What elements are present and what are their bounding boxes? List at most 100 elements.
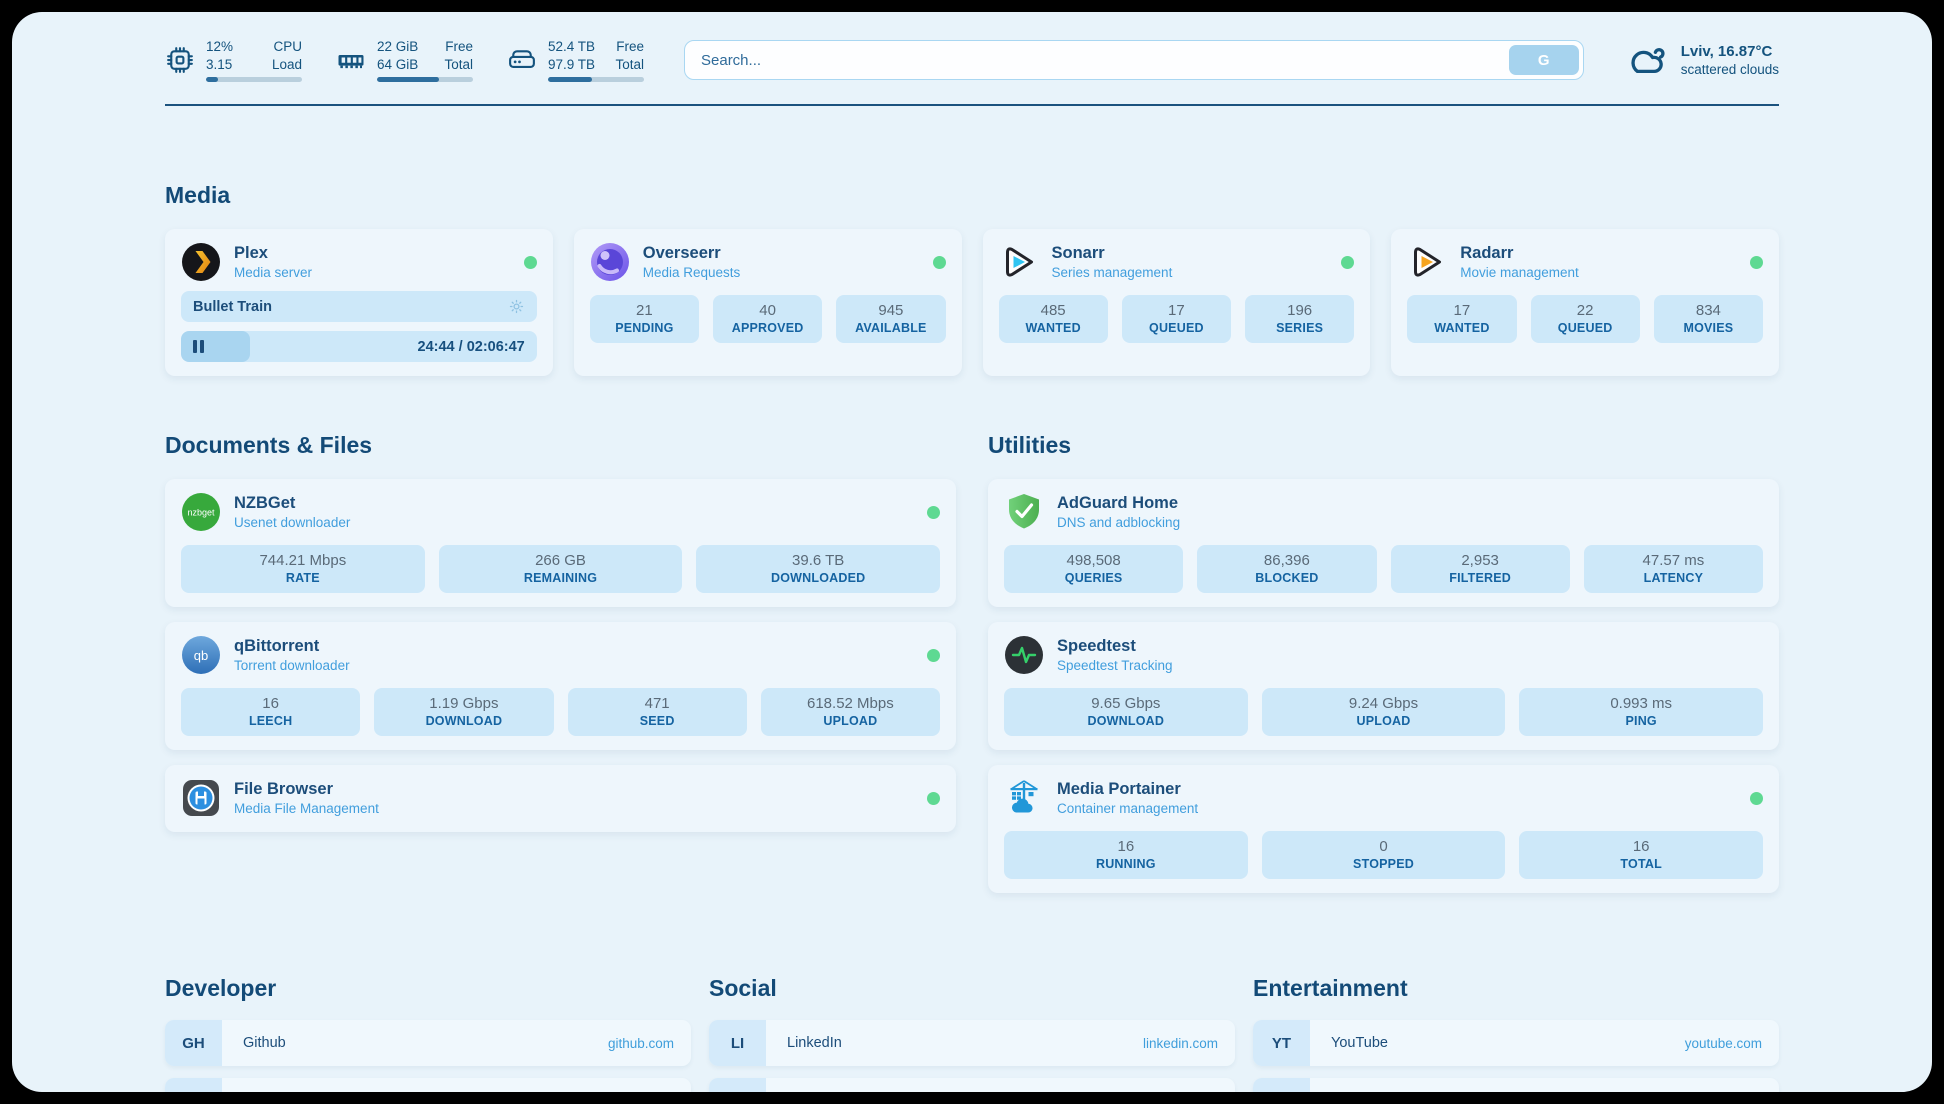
- speedtest-stat-upload: 9.24 Gbps UPLOAD: [1261, 688, 1506, 737]
- sonarr-name: Sonarr: [1051, 244, 1105, 263]
- youtube-abbr-chip: YT: [1253, 1020, 1310, 1067]
- filebrowser-status-dot: [927, 791, 940, 805]
- nzbget-icon: nzbget: [182, 493, 220, 532]
- stackoverflow-abbr-chip: SO: [165, 1078, 222, 1092]
- disk-progress-track: [548, 77, 644, 83]
- topbar: 12% CPU 3.15 Load 22 GiB Free 64 GiB Total: [165, 38, 1779, 83]
- portainer-stat-total: 16 TOTAL: [1519, 831, 1764, 880]
- cpu-load-label: Load: [271, 56, 302, 72]
- disk-free-label: Free: [616, 39, 644, 54]
- adguard-icon: [1009, 494, 1039, 529]
- media-section: Media Plex Media server B: [165, 182, 1779, 377]
- plex-now-playing-row: Bullet Train: [181, 291, 537, 323]
- twitter-abbr-chip: TW: [709, 1078, 766, 1092]
- overseerr-stat-approved: 40 APPROVED: [713, 295, 823, 344]
- radarr-name: Radarr: [1460, 244, 1514, 263]
- search-bar: G: [684, 40, 1584, 81]
- weather-condition: scattered clouds: [1680, 62, 1779, 78]
- gear-icon[interactable]: [508, 298, 525, 315]
- pause-icon: [193, 340, 197, 354]
- portainer-status-dot: [1750, 791, 1763, 805]
- cpu-value: 12%: [206, 39, 234, 54]
- dashboard-panel: 12% CPU 3.15 Load 22 GiB Free 64 GiB Total: [12, 12, 1932, 1092]
- radarr-status-dot: [1750, 255, 1763, 269]
- qbittorrent-card[interactable]: qb qBittorrent Torrent downloader 16 LEEC…: [165, 622, 956, 751]
- search-engine-button[interactable]: G: [1508, 45, 1579, 76]
- overseerr-stat-pending: 21 PENDING: [589, 295, 699, 344]
- utilities-section: Utilities AdGuard Home DNS and adblockin…: [988, 432, 1779, 894]
- qbittorrent-stat-upload: 618.52 Mbps UPLOAD: [760, 688, 940, 737]
- nzbget-status-dot: [927, 505, 940, 519]
- sonarr-status-dot: [1341, 255, 1355, 269]
- github-abbr-chip: GH: [165, 1020, 222, 1067]
- qbittorrent-name: qBittorrent: [234, 637, 320, 656]
- link-github[interactable]: GH Github github.com: [165, 1020, 691, 1067]
- qbittorrent-stat-leech: 16 LEECH: [181, 688, 361, 737]
- svg-text:nzbget: nzbget: [187, 508, 215, 518]
- portainer-icon: [1010, 780, 1038, 813]
- sonarr-subtitle: Series management: [1051, 265, 1173, 281]
- sonarr-icon: [1005, 247, 1033, 277]
- filebrowser-icon: [183, 780, 219, 817]
- plex-card[interactable]: Plex Media server Bullet Train: [165, 229, 553, 377]
- portainer-card[interactable]: Media Portainer Container management 16 R…: [988, 765, 1779, 894]
- disk-total-value: 97.9 TB: [548, 56, 596, 72]
- nzbget-card[interactable]: nzbget NZBGet Usenet downloader 744.21 M…: [165, 479, 956, 608]
- ram-icon: [338, 55, 364, 69]
- sonarr-stat-wanted: 485 WANTED: [998, 295, 1108, 344]
- disk-progress-fill: [548, 77, 593, 83]
- disk-total-label: Total: [615, 56, 644, 72]
- nzbget-stat-rate: 744.21 Mbps RATE: [181, 545, 425, 594]
- adguard-stat-queries: 498,508 QUERIES: [1004, 545, 1184, 594]
- portainer-stat-running: 16 RUNNING: [1004, 831, 1248, 880]
- entertainment-section-title: Entertainment: [1253, 975, 1408, 1002]
- media-section-title: Media: [165, 182, 231, 209]
- speedtest-card[interactable]: Speedtest Speedtest Tracking 9.65 Gbps DO…: [988, 622, 1779, 751]
- social-section-title: Social: [709, 975, 777, 1002]
- radarr-stat-queued: 22 QUEUED: [1530, 295, 1640, 344]
- weather-widget: Lviv, 16.87°C scattered clouds: [1626, 39, 1779, 81]
- filebrowser-card[interactable]: File Browser Media File Management: [165, 765, 956, 833]
- topbar-divider: [165, 104, 1779, 107]
- ram-progress-fill: [377, 77, 440, 83]
- overseerr-card[interactable]: Overseerr Media Requests 21 PENDING 40 APP…: [573, 229, 962, 377]
- radarr-icon: [1414, 247, 1442, 277]
- documents-section: Documents & Files nzbget NZBGet Usenet d…: [165, 432, 956, 893]
- radarr-card[interactable]: Radarr Movie management 17 WANTED 22 QUEUE…: [1391, 229, 1779, 377]
- nzbget-stat-downloaded: 39.6 TB DOWNLOADED: [696, 545, 941, 594]
- link-twitter[interactable]: TW Twitter twitter.com: [709, 1078, 1235, 1092]
- cpu-progress-track: [206, 77, 302, 83]
- link-linkedin[interactable]: LI LinkedIn linkedin.com: [709, 1020, 1235, 1067]
- link-stackoverflow[interactable]: SO StackOverflow stackoverflow.com: [165, 1078, 691, 1092]
- plex-time-text: 24:44 / 02:06:47: [417, 338, 525, 355]
- adguard-stat-filtered: 2,953 FILTERED: [1390, 545, 1570, 594]
- link-netflix[interactable]: NF Netflix netflix.com: [1253, 1078, 1779, 1092]
- portainer-stat-stopped: 0 STOPPED: [1261, 831, 1506, 880]
- adguard-stat-blocked: 86,396 BLOCKED: [1197, 545, 1377, 594]
- developer-section-title: Developer: [165, 975, 277, 1002]
- filebrowser-name: File Browser: [234, 780, 334, 799]
- qbittorrent-status-dot: [927, 648, 940, 662]
- plex-progress-bar[interactable]: 24:44 / 02:06:47: [181, 331, 537, 363]
- adguard-subtitle: DNS and adblocking: [1057, 515, 1181, 531]
- speedtest-name: Speedtest: [1057, 637, 1136, 656]
- ram-total-label: Total: [444, 56, 473, 72]
- developer-links-section: Developer GH Github github.com SO StackO…: [165, 975, 691, 1092]
- adguard-card[interactable]: AdGuard Home DNS and adblocking 498,508 Q…: [988, 479, 1779, 608]
- ram-total-value: 64 GiB: [377, 56, 419, 72]
- speedtest-stat-ping: 0.993 ms PING: [1519, 688, 1764, 737]
- ram-free-value: 22 GiB: [377, 39, 419, 54]
- documents-section-title: Documents & Files: [165, 432, 373, 459]
- link-youtube[interactable]: YT YouTube youtube.com: [1253, 1020, 1779, 1067]
- speedtest-stat-download: 9.65 Gbps DOWNLOAD: [1004, 688, 1248, 737]
- sonarr-stat-queued: 17 QUEUED: [1121, 295, 1231, 344]
- sonarr-card[interactable]: Sonarr Series management 485 WANTED 17 QUE…: [982, 229, 1371, 377]
- speedtest-icon: [1005, 636, 1043, 675]
- plex-progress-fill: [181, 331, 251, 363]
- qbittorrent-icon: qb: [182, 636, 220, 675]
- weather-location-temp: Lviv, 16.87°C: [1680, 43, 1773, 61]
- search-input[interactable]: [684, 40, 1584, 81]
- qbittorrent-stat-seed: 471 SEED: [567, 688, 747, 737]
- adguard-name: AdGuard Home: [1057, 494, 1179, 513]
